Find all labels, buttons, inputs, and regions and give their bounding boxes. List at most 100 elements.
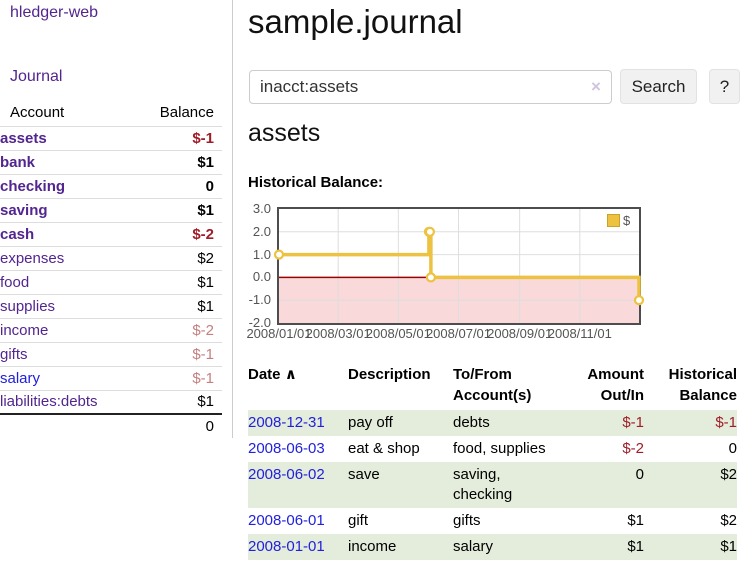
description-column-header: Description: [348, 366, 431, 383]
account-link[interactable]: income: [0, 321, 49, 339]
account-balance: $1: [138, 198, 222, 223]
account-link[interactable]: supplies: [0, 297, 56, 315]
account-row: liabilities:debts $1: [0, 390, 222, 415]
account-link[interactable]: gifts: [0, 345, 28, 363]
accounts-total-row: 0: [0, 413, 222, 438]
chart-label: Historical Balance:: [248, 174, 384, 191]
transaction-date-link[interactable]: 2008-06-03: [248, 440, 325, 457]
transaction-balance-cell: 0: [728, 440, 737, 457]
account-link[interactable]: liabilities:debts: [0, 393, 98, 411]
transaction-description-cell: pay off: [348, 414, 393, 431]
account-link[interactable]: checking: [0, 177, 66, 195]
account-balance: $1: [138, 270, 222, 295]
transaction-date-cell: 2008-06-01: [248, 508, 348, 534]
transaction-amount-cell: $-1: [622, 414, 644, 431]
account-row: gifts $-1: [0, 342, 222, 367]
accounts-column-header: To/From Account(s): [453, 366, 532, 404]
register-header-row: Date ∧ Description To/From Account(s) Am…: [248, 362, 737, 410]
transaction-balance-cell: $2: [720, 512, 737, 529]
transaction-date-link[interactable]: 2008-06-01: [248, 512, 325, 529]
account-link[interactable]: food: [0, 273, 30, 291]
account-link[interactable]: bank: [0, 153, 36, 171]
transaction-accounts-cell: gifts: [453, 512, 481, 529]
account-name-cell: expenses: [0, 246, 138, 271]
legend-swatch-icon: [607, 214, 620, 227]
transaction-description-cell: income: [348, 538, 397, 555]
balance-column-header: Historical Balance: [668, 366, 737, 404]
y-tick-label: -1.0: [248, 292, 271, 308]
account-balance: $-1: [138, 126, 222, 151]
legend-label: $: [623, 213, 631, 228]
transaction-date-link[interactable]: 2008-06-02: [248, 466, 325, 483]
app-brand-link[interactable]: hledger-web: [10, 4, 99, 21]
transaction-accounts-cell: debts: [453, 414, 490, 431]
transaction-row: 2008-06-01 gift gifts $1 $2: [248, 508, 737, 534]
clear-search-icon[interactable]: ×: [591, 77, 601, 96]
y-tick-label: -2.0: [248, 315, 271, 330]
account-balance: $-1: [138, 342, 222, 367]
transaction-row: 2008-06-02 save saving, checking 0 $2: [248, 462, 737, 508]
account-balance: $-1: [138, 366, 222, 391]
chart-legend: $: [607, 213, 630, 228]
sort-ascending-icon: ∧: [284, 366, 297, 383]
account-row: bank $1: [0, 150, 222, 175]
register-table: Date ∧ Description To/From Account(s) Am…: [248, 362, 737, 560]
account-row: supplies $1: [0, 294, 222, 319]
amount-column-header: Amount Out/In: [587, 366, 644, 404]
y-tick-label: 0.0: [252, 269, 271, 285]
transaction-description-cell: eat & shop: [348, 440, 420, 457]
account-link[interactable]: saving: [0, 201, 48, 219]
accounts-total-value: 0: [138, 413, 222, 438]
account-row: salary $-1: [0, 366, 222, 391]
help-button[interactable]: ?: [709, 69, 740, 104]
balance-chart-canvas: [273, 209, 645, 323]
transaction-date-link[interactable]: 2008-12-31: [248, 414, 325, 431]
account-link[interactable]: expenses: [0, 249, 65, 267]
account-row: food $1: [0, 270, 222, 295]
transaction-description-cell: gift: [348, 512, 369, 529]
account-name-cell: bank: [0, 150, 138, 175]
account-name-cell: salary: [0, 366, 138, 391]
balance-chart[interactable]: [273, 207, 645, 325]
account-balance: $1: [138, 294, 222, 319]
account-link[interactable]: cash: [0, 225, 35, 243]
account-link[interactable]: assets: [0, 129, 47, 147]
transaction-accounts-cell: salary: [453, 538, 494, 555]
account-balance: 0: [138, 174, 222, 199]
account-column-header: Account: [0, 100, 138, 127]
sidebar-item-journal[interactable]: Journal: [10, 68, 63, 85]
transaction-accounts-cell: food, supplies: [453, 440, 546, 457]
account-name-cell: assets: [0, 126, 138, 151]
balance-column-header: Balance: [138, 100, 222, 127]
transaction-row: 2008-06-03 eat & shop food, supplies $-2 0: [248, 436, 737, 462]
transaction-date-cell: 2008-01-01: [248, 534, 348, 560]
x-tick-label: 2008/03/01: [305, 326, 371, 341]
account-name-cell: checking: [0, 174, 138, 199]
account-name-cell: cash: [0, 222, 138, 247]
account-row: checking 0: [0, 174, 222, 199]
y-tick-label: 3.0: [252, 201, 271, 216]
transaction-accounts-cell: saving, checking: [453, 466, 513, 503]
account-row: cash $-2: [0, 222, 222, 247]
account-row: assets $-1: [0, 126, 222, 151]
account-heading: assets: [248, 119, 321, 147]
account-name-cell: food: [0, 270, 138, 295]
account-row: income $-2: [0, 318, 222, 343]
transaction-date-cell: 2008-06-02: [248, 462, 348, 508]
account-name-cell: supplies: [0, 294, 138, 319]
transaction-date-link[interactable]: 2008-01-01: [248, 538, 325, 555]
account-balance: $-2: [138, 222, 222, 247]
x-tick-label: 2008/07/01: [425, 326, 492, 341]
sort-by-date-link[interactable]: Date ∧: [248, 366, 297, 383]
account-link[interactable]: salary: [0, 369, 41, 387]
search-input[interactable]: [249, 70, 612, 104]
accounts-total-spacer: [0, 413, 138, 438]
account-balance: $1: [138, 390, 222, 415]
transaction-row: 2008-01-01 income salary $1 $1: [248, 534, 737, 560]
search-button[interactable]: Search: [620, 69, 697, 104]
transaction-amount-cell: $-2: [622, 440, 644, 457]
account-balance: $1: [138, 150, 222, 175]
sidebar: hledger-web Journal Account Balance asse…: [0, 0, 233, 438]
accounts-table-header: Account Balance: [0, 100, 222, 127]
x-tick-label: 2008/01/01: [246, 326, 312, 341]
